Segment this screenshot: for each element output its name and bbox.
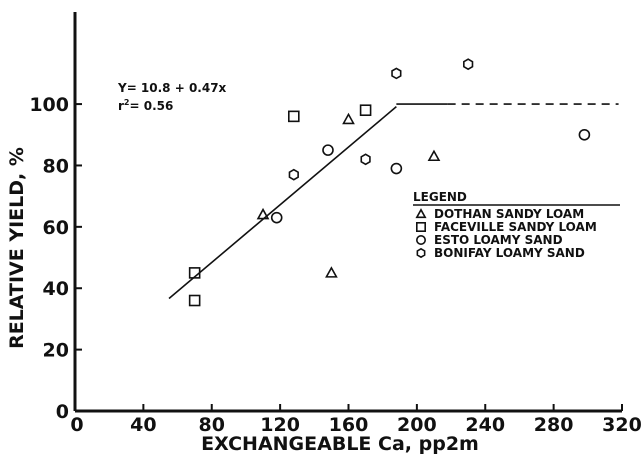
- data-point-hexagon: [360, 153, 371, 166]
- regression-lines: [168, 103, 619, 300]
- x-tick-label: 200: [397, 414, 437, 436]
- data-point-circle: [390, 162, 403, 175]
- r-squared-prefix: r: [118, 99, 124, 113]
- y-tick-label: 0: [56, 401, 69, 423]
- data-point-triangle: [342, 112, 355, 125]
- r-squared-value: = 0.56: [130, 99, 174, 113]
- y-tick-label: 20: [43, 340, 69, 362]
- legend-label: FACEVILLE SANDY LOAM: [434, 220, 597, 234]
- data-point-triangle: [325, 266, 338, 278]
- legend-marker-square: [415, 222, 426, 233]
- x-tick-label: 160: [329, 414, 369, 436]
- legend-label: BONIFAY LOAMY SAND: [434, 246, 585, 260]
- r-squared-text: r2= 0.56: [118, 98, 173, 113]
- data-point-circle: [578, 128, 591, 141]
- data-point-hexagon: [463, 58, 474, 71]
- x-tick-label: 240: [465, 414, 505, 436]
- data-points: [188, 58, 591, 307]
- y-tick-label: 80: [43, 155, 69, 177]
- x-tick-label: 80: [199, 414, 225, 436]
- x-tick-label: 120: [260, 414, 300, 436]
- data-point-square: [188, 294, 201, 307]
- x-tick-label: 0: [70, 414, 83, 436]
- ticks: [74, 103, 623, 412]
- tick-labels: 0 40 80 120 160 200 240 280 320 0 20 40 60 80 100: [29, 94, 641, 436]
- legend-marker-circle: [415, 235, 426, 246]
- data-point-circle: [322, 144, 334, 156]
- y-tick-label: 100: [29, 94, 69, 116]
- data-point-square: [287, 110, 300, 123]
- legend-marker-triangle: [415, 208, 427, 219]
- y-tick-label: 60: [43, 217, 69, 239]
- data-point-hexagon: [288, 168, 299, 181]
- legend-label: ESTO LOAMY SAND: [434, 233, 563, 247]
- x-tick-label: 40: [130, 414, 156, 436]
- x-tick-label: 320: [602, 414, 641, 436]
- regression-slope-line: [168, 106, 397, 300]
- data-point-circle: [270, 211, 283, 224]
- r-squared-sup: 2: [124, 98, 130, 107]
- y-tick-label: 40: [43, 278, 69, 300]
- y-axis-title: RELATIVE YIELD, %: [6, 147, 28, 349]
- legend-label: DOTHAN SANDY LOAM: [434, 207, 584, 221]
- equation-text: Y= 10.8 + 0.47x: [117, 81, 227, 95]
- data-point-triangle: [427, 149, 441, 162]
- legend-title: LEGEND: [413, 190, 467, 204]
- x-axis-title: EXCHANGEABLE Ca, pp2m: [201, 433, 479, 455]
- equation-annotation: Y= 10.8 + 0.47x r2= 0.56: [117, 81, 227, 113]
- data-point-square: [188, 267, 201, 279]
- data-point-hexagon: [391, 67, 402, 80]
- legend-marker-hexagon: [416, 247, 426, 259]
- data-point-triangle: [256, 207, 270, 220]
- x-tick-label: 280: [534, 414, 574, 436]
- data-point-square: [359, 104, 372, 117]
